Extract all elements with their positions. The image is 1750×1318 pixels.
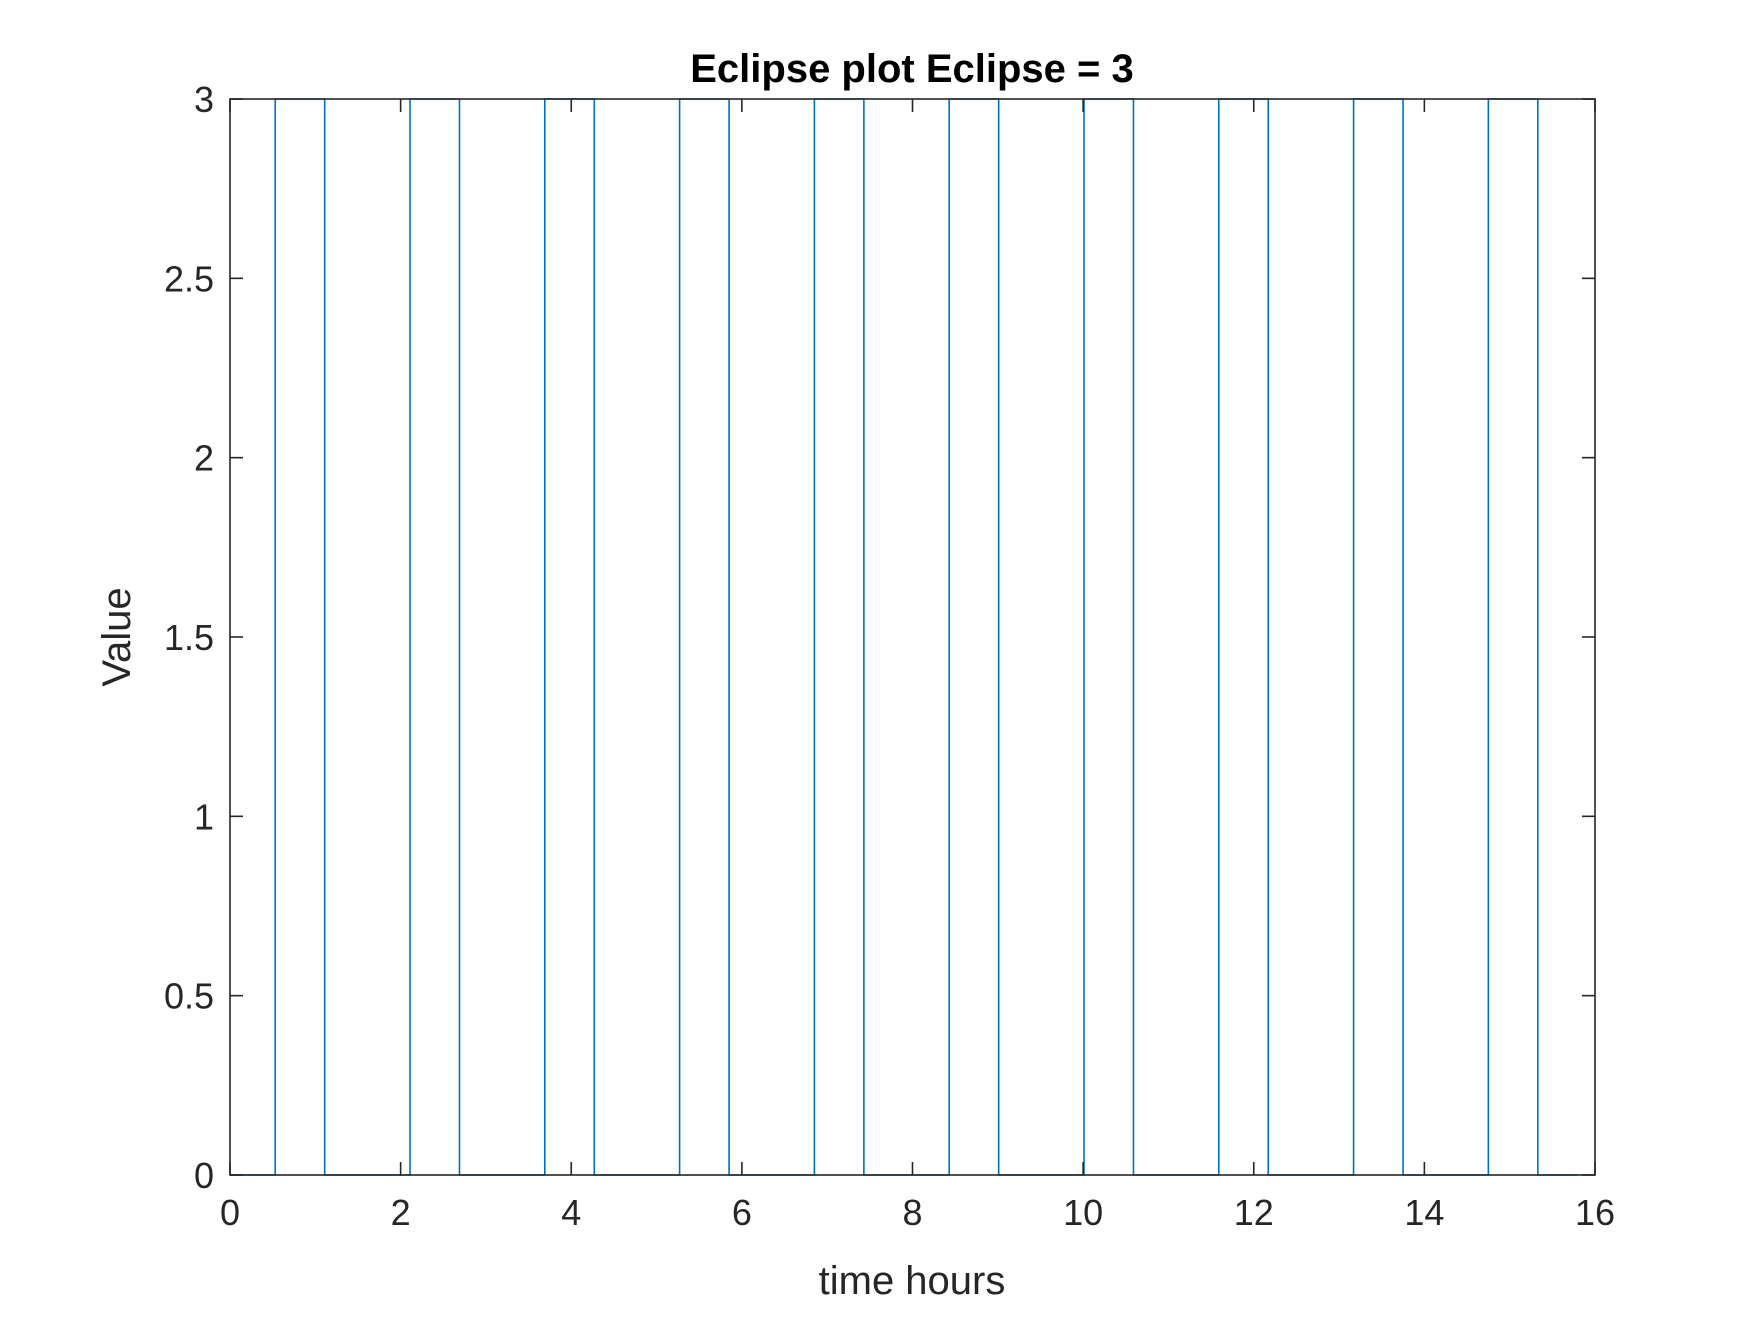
y-tick-label: 0.5	[164, 976, 214, 1017]
x-tick-label: 2	[391, 1192, 411, 1233]
y-tick-label: 2.5	[164, 258, 214, 299]
x-tick-label: 16	[1575, 1192, 1615, 1233]
x-tick-label: 12	[1234, 1192, 1274, 1233]
y-axis-label: Value	[95, 587, 139, 686]
y-tick-label: 1.5	[164, 617, 214, 658]
x-tick-label: 10	[1063, 1192, 1103, 1233]
chart-title: Eclipse plot Eclipse = 3	[690, 47, 1134, 91]
plot-area	[230, 99, 1595, 1175]
y-tick-label: 0	[194, 1155, 214, 1196]
x-tick-label: 8	[902, 1192, 922, 1233]
y-tick-label: 1	[194, 796, 214, 837]
x-axis-label: time hours	[819, 1259, 1006, 1303]
x-tick-label: 4	[561, 1192, 581, 1233]
y-tick-label: 2	[194, 438, 214, 479]
x-tick-label: 6	[732, 1192, 752, 1233]
y-tick-label: 3	[194, 79, 214, 120]
x-tick-label: 0	[220, 1192, 240, 1233]
x-tick-label: 14	[1404, 1192, 1444, 1233]
